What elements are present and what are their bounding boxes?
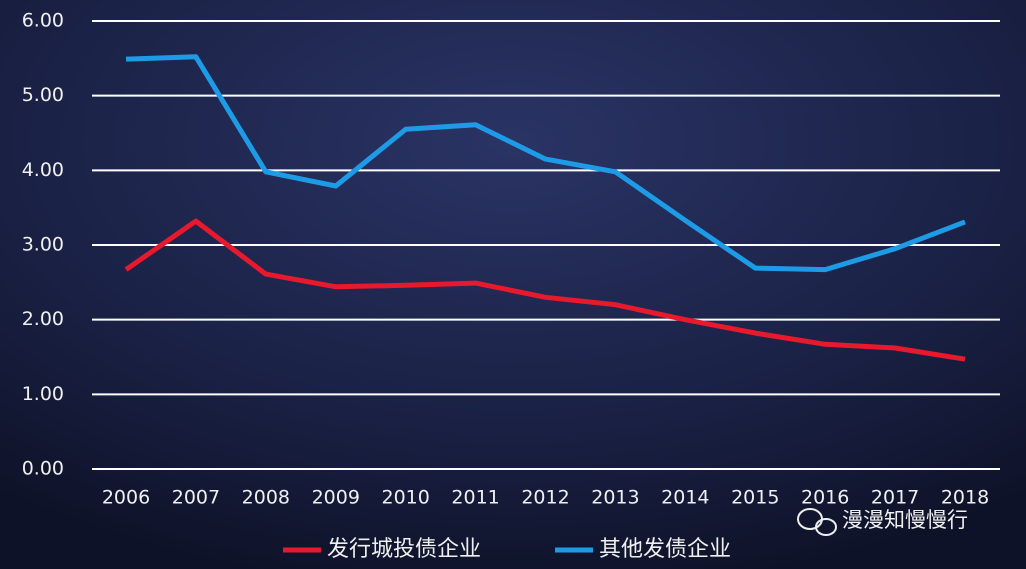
x-tick-label: 2006	[102, 487, 150, 509]
x-tick-label: 2008	[242, 487, 290, 509]
x-tick-label: 2012	[521, 487, 569, 509]
y-tick-label: 3.00	[22, 234, 64, 256]
line-series	[125, 54, 966, 273]
legend-label: 其他发债企业	[599, 537, 731, 562]
x-tick-label: 2014	[661, 487, 709, 509]
watermark-icon	[797, 508, 837, 536]
y-tick-label: 6.00	[22, 10, 64, 32]
x-tick-label: 2010	[381, 487, 429, 509]
x-tick-label: 2015	[731, 487, 779, 509]
x-tick-label: 2007	[172, 487, 220, 509]
y-tick-label: 2.00	[22, 308, 64, 330]
y-tick-label: 4.00	[22, 159, 64, 181]
line-series	[124, 218, 966, 362]
x-tick-label: 2011	[451, 487, 499, 509]
y-tick-label: 1.00	[22, 383, 64, 405]
legend-label: 发行城投债企业	[327, 537, 481, 562]
x-tick-label: 2018	[941, 487, 989, 509]
y-tick-label: 0.00	[22, 458, 64, 480]
watermark: 漫漫知慢慢行	[842, 508, 968, 532]
x-tick-label: 2013	[591, 487, 639, 509]
x-tick-label: 2009	[312, 487, 360, 509]
y-tick-label: 5.00	[22, 84, 64, 106]
x-tick-label: 2016	[801, 487, 849, 509]
x-tick-label: 2017	[871, 487, 919, 509]
